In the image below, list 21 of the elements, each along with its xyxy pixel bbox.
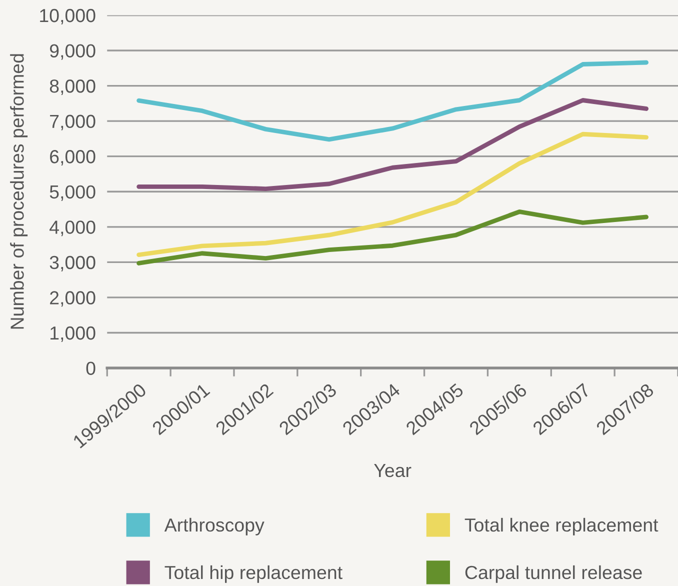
- legend-label: Total knee replacement: [464, 518, 658, 536]
- x-axis-title: Year: [374, 464, 412, 478]
- legend-label: Carpal tunnel release: [465, 565, 642, 583]
- y-axis-title: Number of procedures performed: [10, 54, 28, 329]
- y-tick-label: 9,000: [50, 44, 96, 60]
- legend-label: Arthroscopy: [164, 518, 264, 536]
- y-tick-label: 4,000: [50, 220, 96, 236]
- line-series: [136, 132, 649, 257]
- y-tick-label: 8,000: [50, 79, 96, 95]
- y-tick-label: 6,000: [50, 150, 96, 166]
- line-series: [136, 210, 649, 266]
- y-tick-label: 1,000: [50, 326, 96, 342]
- line-series: [136, 60, 649, 142]
- y-tick-label: 7,000: [50, 114, 96, 130]
- y-tick-label: 2,000: [50, 291, 96, 307]
- y-tick-label: 10,000: [40, 8, 96, 24]
- y-tick-label: 3,000: [50, 256, 96, 272]
- y-tick-label: 5,000: [50, 185, 96, 201]
- y-tick-label: 0: [86, 362, 96, 375]
- legend-label: Total hip replacement: [164, 565, 342, 583]
- line-series: [136, 98, 649, 192]
